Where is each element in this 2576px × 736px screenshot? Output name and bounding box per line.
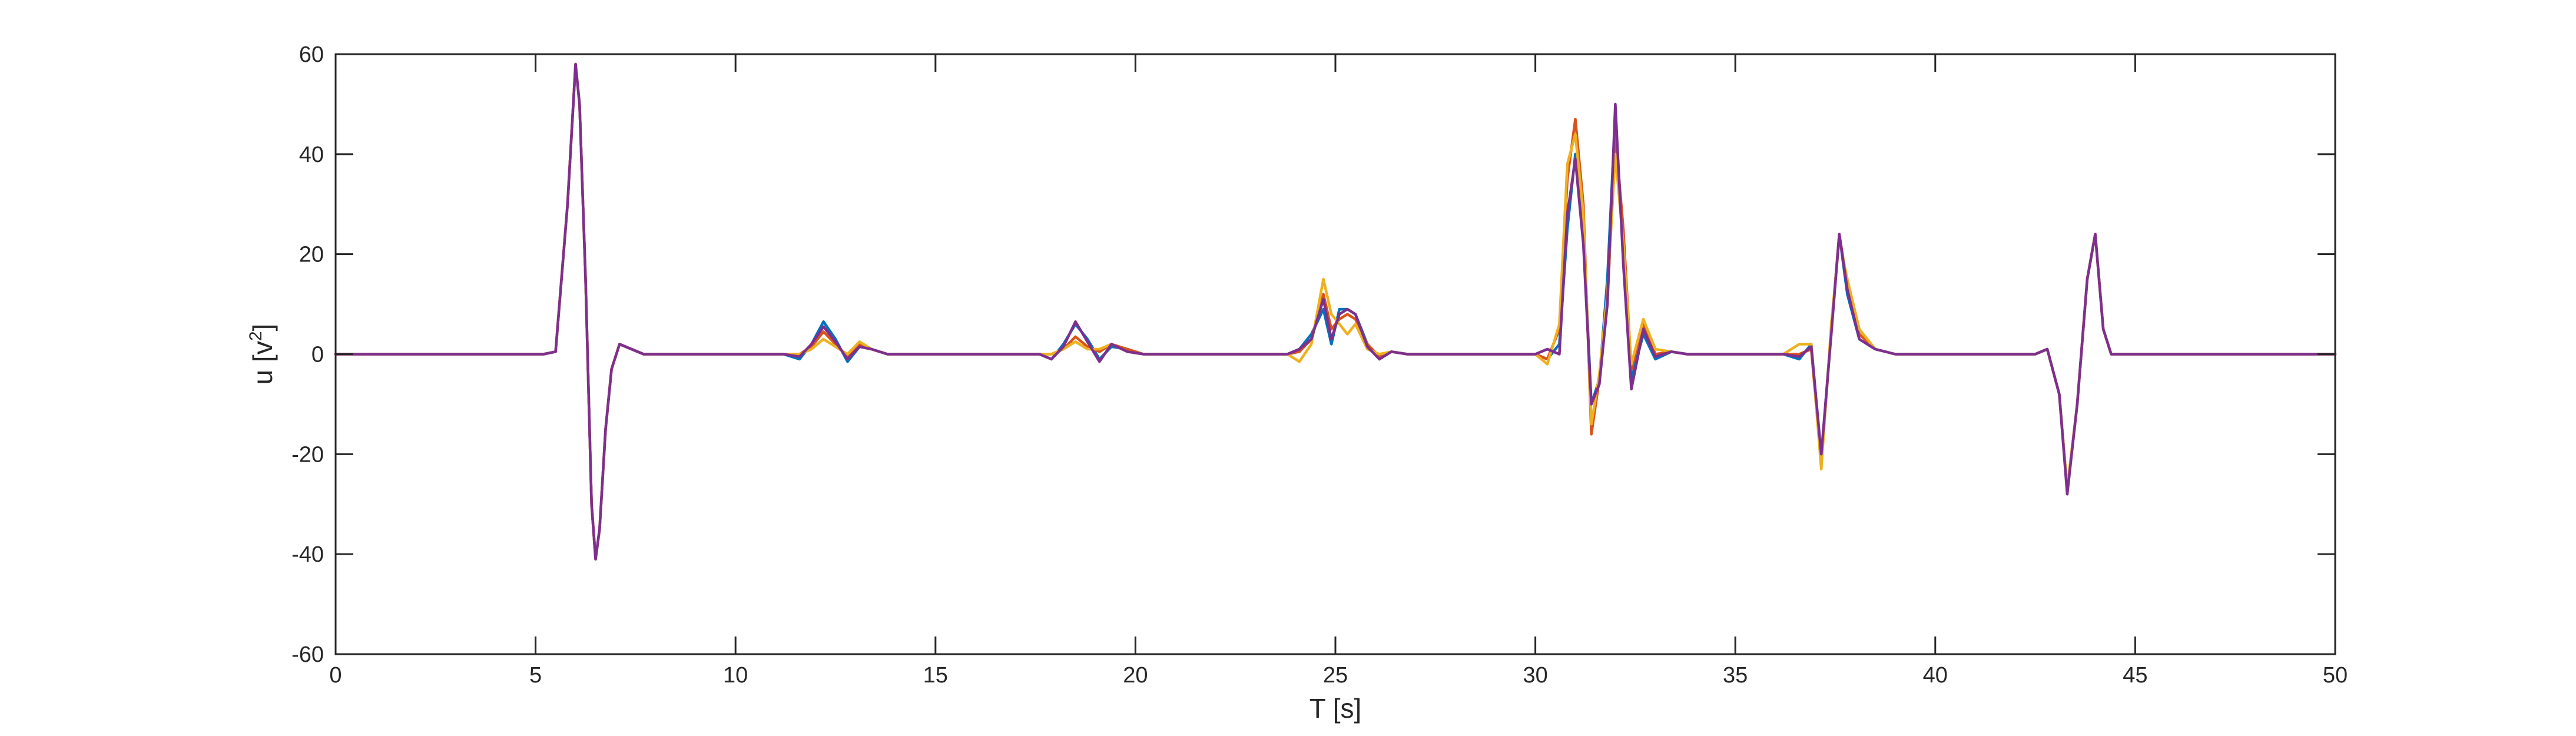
x-tick-label: 50 <box>2323 663 2348 688</box>
y-tick-label: 0 <box>311 343 324 367</box>
x-tick-label: 0 <box>329 663 342 688</box>
y-axis-label: u [v2] <box>246 324 278 385</box>
y-tick-label: 20 <box>299 243 324 267</box>
x-tick-labels: 0 5 10 15 20 25 30 35 40 45 50 <box>329 663 2348 688</box>
y-tick-label: 40 <box>299 142 324 167</box>
series-line-1 <box>334 62 2337 561</box>
x-tick-label: 45 <box>2123 663 2147 688</box>
series-line-2 <box>334 62 2337 561</box>
y-tick-labels: -60 -40 -20 0 20 40 60 <box>291 42 324 667</box>
y-tick-label: -40 <box>291 542 324 567</box>
y-tick-label: 60 <box>299 42 324 67</box>
x-tick-label: 20 <box>1123 663 1148 688</box>
series-line-3 <box>334 62 2337 561</box>
x-tick-label: 25 <box>1323 663 1348 688</box>
x-tick-label: 30 <box>1523 663 1547 688</box>
x-tick-label: 15 <box>923 663 948 688</box>
series-line-4 <box>334 62 2337 561</box>
y-axis-label-bracket: ] <box>247 324 278 331</box>
x-tick-label: 35 <box>1723 663 1748 688</box>
x-tick-label: 5 <box>529 663 542 688</box>
y-axis-label-superscript: 2 <box>246 331 266 341</box>
y-tick-label: -60 <box>291 642 324 667</box>
x-tick-label: 10 <box>723 663 748 688</box>
y-axis-label-text: u [v <box>247 341 278 384</box>
ticks-layer <box>334 53 2336 655</box>
x-tick-label: 40 <box>1923 663 1948 688</box>
x-axis-label: T [s] <box>1309 693 1362 724</box>
y-tick-label: -20 <box>291 442 324 467</box>
series-layer <box>334 62 2337 561</box>
